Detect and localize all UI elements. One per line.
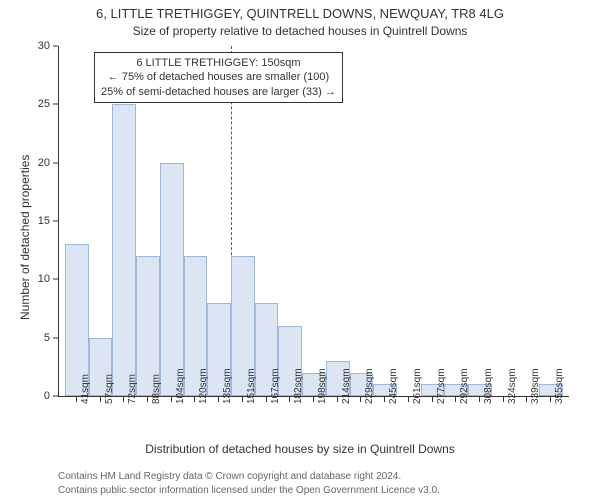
y-tick-label: 15 [0,215,50,227]
x-tick-label: 355sqm [554,368,565,404]
x-tick-mark [313,397,314,402]
x-tick-label: 120sqm [198,368,209,404]
x-tick-label: 198sqm [317,368,328,404]
x-tick-label: 229sqm [364,368,375,404]
x-tick-mark [218,397,219,402]
figure: 6, LITTLE TRETHIGGEY, QUINTRELL DOWNS, N… [0,0,600,500]
y-tick-label: 25 [0,98,50,110]
x-tick-mark [76,397,77,402]
chart-title-sub: Size of property relative to detached ho… [0,24,600,38]
x-axis-label: Distribution of detached houses by size … [0,442,600,456]
footer-line-1: Contains HM Land Registry data © Crown c… [58,471,401,482]
x-tick-mark [384,397,385,402]
x-tick-mark [289,397,290,402]
x-tick-label: 41sqm [80,374,91,404]
x-tick-label: 167sqm [270,368,281,404]
histogram-bar [160,163,184,396]
x-tick-label: 261sqm [412,368,423,404]
x-tick-label: 245sqm [388,368,399,404]
x-tick-mark [432,397,433,402]
x-tick-mark [100,397,101,402]
chart-title-main: 6, LITTLE TRETHIGGEY, QUINTRELL DOWNS, N… [0,6,600,21]
plot-area: 6 LITTLE TRETHIGGEY: 150sqm ← 75% of det… [58,46,569,397]
annotation-line-1: 6 LITTLE TRETHIGGEY: 150sqm [101,56,336,70]
x-tick-mark [550,397,551,402]
x-tick-label: 72sqm [127,374,138,404]
x-tick-label: 308sqm [483,368,494,404]
y-tick-label: 5 [0,332,50,344]
x-tick-mark [479,397,480,402]
annotation-box: 6 LITTLE TRETHIGGEY: 150sqm ← 75% of det… [94,52,343,103]
x-tick-mark [123,397,124,402]
y-tick-label: 20 [0,157,50,169]
x-tick-label: 277sqm [436,368,447,404]
x-tick-mark [194,397,195,402]
x-tick-label: 324sqm [507,368,518,404]
x-tick-label: 135sqm [222,368,233,404]
histogram-bar [112,104,136,396]
x-tick-mark [408,397,409,402]
x-tick-mark [266,397,267,402]
x-tick-mark [503,397,504,402]
x-tick-mark [147,397,148,402]
x-tick-mark [455,397,456,402]
x-tick-mark [526,397,527,402]
x-tick-label: 339sqm [530,368,541,404]
x-tick-label: 88sqm [151,374,162,404]
x-tick-mark [360,397,361,402]
annotation-line-3: 25% of semi-detached houses are larger (… [101,85,336,99]
x-tick-label: 182sqm [293,368,304,404]
y-axis-label: Number of detached properties [18,155,32,320]
footer-line-2: Contains public sector information licen… [58,485,440,496]
x-tick-label: 104sqm [175,368,186,404]
x-tick-label: 57sqm [104,374,115,404]
y-tick-label: 10 [0,273,50,285]
x-tick-mark [242,397,243,402]
x-tick-label: 292sqm [459,368,470,404]
x-tick-mark [337,397,338,402]
annotation-line-2: ← 75% of detached houses are smaller (10… [101,70,336,84]
y-tick-label: 0 [0,390,50,402]
x-tick-label: 151sqm [246,368,257,404]
x-tick-label: 214sqm [341,368,352,404]
y-tick-label: 30 [0,40,50,52]
x-tick-mark [171,397,172,402]
